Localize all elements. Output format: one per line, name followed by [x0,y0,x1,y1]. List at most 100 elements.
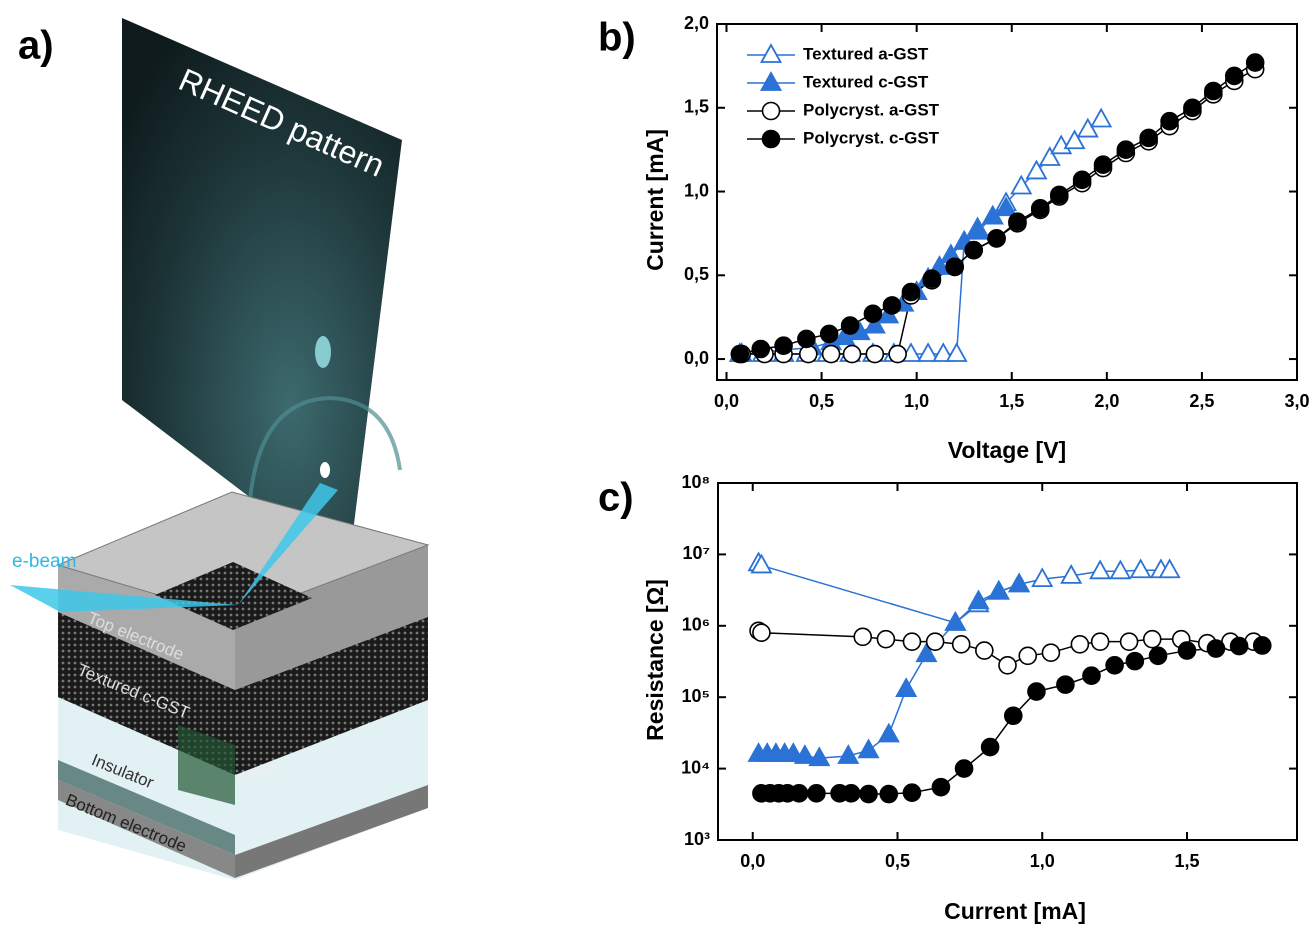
beam-label: e-beam [12,551,76,572]
marker [854,628,871,645]
x-tick-label: 0,5 [885,851,910,871]
y-tick-label: 10⁷ [683,543,710,563]
marker [903,633,920,650]
y-axis-label: Current [mA] [642,129,668,271]
marker [1005,707,1022,724]
rheed-spot [315,336,331,368]
marker [1091,561,1110,578]
x-tick-label: 3,0 [1284,391,1309,411]
y-tick-label: 2,0 [684,13,709,33]
y-tick-label: 1,5 [684,97,709,117]
marker [1117,141,1134,158]
marker [879,725,898,742]
marker [989,582,1008,599]
marker [889,346,906,363]
marker [1028,683,1045,700]
marker [1051,186,1068,203]
legend-marker [763,131,780,148]
marker [1092,109,1111,126]
figure: a) RHEED pattern e-beam Top electrode Te… [0,0,1316,930]
y-tick-label: 10⁵ [682,686,710,706]
x-tick-label: 1,0 [1030,851,1055,871]
y-tick-label: 1,0 [684,180,709,200]
x-axis-label: Current [mA] [944,898,1086,924]
legend-label: Textured c-GST [803,72,929,91]
marker [1106,657,1123,674]
marker [976,642,993,659]
marker [999,657,1016,674]
marker [752,341,769,358]
legend-marker [762,45,781,62]
marker [1083,667,1100,684]
marker [800,346,817,363]
y-axis-label: Resistance [Ω] [642,579,668,741]
marker [897,679,916,696]
y-tick-label: 10³ [684,829,710,849]
illustration: a) RHEED pattern e-beam Top electrode Te… [10,18,428,880]
rheed-spot [320,462,330,478]
x-tick-label: 0,0 [714,391,739,411]
marker [753,624,770,641]
y-tick-label: 10⁴ [681,757,710,777]
marker [844,346,861,363]
y-tick-label: 10⁸ [681,472,710,492]
x-tick-label: 0,5 [809,391,834,411]
marker [903,784,920,801]
marker [1178,642,1195,659]
marker [864,305,881,322]
marker [1247,54,1264,71]
y-tick-label: 0,5 [684,264,709,284]
marker [821,325,838,342]
marker [1144,631,1161,648]
marker [860,786,877,803]
marker [843,785,860,802]
marker [1057,676,1074,693]
marker [731,346,748,363]
x-tick-label: 1,5 [1174,851,1199,871]
marker [1254,637,1271,654]
legend-marker [762,73,781,90]
marker [1205,83,1222,100]
marker [902,284,919,301]
marker [842,317,859,334]
marker [946,258,963,275]
panel-label: c) [598,476,634,520]
marker [823,346,840,363]
legend-label: Polycryst. a-GST [803,100,940,119]
marker [1131,560,1150,577]
marker [1111,561,1130,578]
marker [923,270,940,287]
marker [1019,647,1036,664]
marker [1032,200,1049,217]
marker [956,760,973,777]
legend-marker [763,103,780,120]
marker [1226,67,1243,84]
marker [1092,633,1109,650]
marker [927,633,944,650]
y-tick-label: 0,0 [684,348,709,368]
panel-label: a) [18,24,54,68]
marker [932,779,949,796]
marker [982,739,999,756]
marker [798,330,815,347]
x-tick-label: 0,0 [740,851,765,871]
marker [877,631,894,648]
marker [859,740,878,757]
marker [791,785,808,802]
x-tick-label: 2,0 [1094,391,1119,411]
marker [1161,113,1178,130]
marker [1095,156,1112,173]
marker [1126,653,1143,670]
marker [947,344,966,361]
marker [880,786,897,803]
x-axis-label: Voltage [V] [948,437,1066,463]
marker [1074,171,1091,188]
marker [775,337,792,354]
x-tick-label: 1,0 [904,391,929,411]
marker [1231,638,1248,655]
y-tick-label: 10⁶ [682,615,710,635]
marker [883,297,900,314]
marker [1184,99,1201,116]
marker [1150,647,1167,664]
marker [1121,633,1138,650]
